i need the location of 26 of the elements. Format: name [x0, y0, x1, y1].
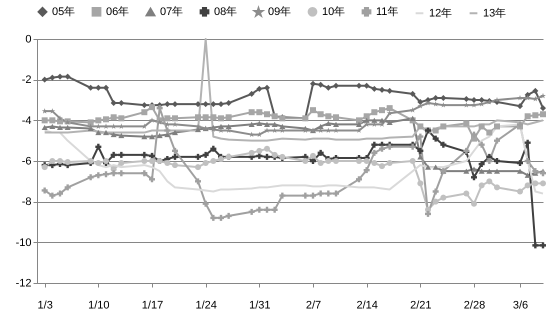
x-tick-label: 1/10	[88, 300, 110, 312]
x-tick-label: 1/24	[195, 300, 217, 312]
x-tick-label: 1/3	[38, 300, 53, 312]
y-tick-label: -4	[22, 114, 32, 127]
legend-label: 10年	[322, 6, 346, 18]
legend-label: 07年	[160, 6, 184, 18]
legend-label: 05年	[52, 6, 76, 18]
legend-label: 12年	[429, 7, 452, 20]
y-tick-label: -12	[16, 278, 32, 290]
legend-label: 13年	[483, 7, 506, 20]
x-tick-label: 2/14	[356, 300, 378, 312]
legend-label: 11年	[376, 6, 398, 18]
legend-label: 06年	[106, 6, 130, 18]
y-tick-label: -10	[16, 236, 32, 249]
x-tick-label: 3/6	[512, 300, 528, 312]
legend-label: 08年	[214, 6, 238, 18]
x-tick-label: 2/28	[464, 300, 486, 312]
y-tick-label: -2	[22, 74, 32, 86]
legend-label: 09年	[268, 6, 292, 18]
x-tick-label: 1/31	[249, 300, 271, 312]
x-tick-label: 2/7	[306, 300, 322, 312]
y-tick-label: 0	[25, 34, 32, 46]
y-tick-label: -8	[22, 196, 32, 208]
y-tick-label: -6	[22, 156, 32, 168]
x-tick-label: 2/21	[410, 300, 432, 312]
x-tick-label: 1/17	[142, 300, 164, 312]
